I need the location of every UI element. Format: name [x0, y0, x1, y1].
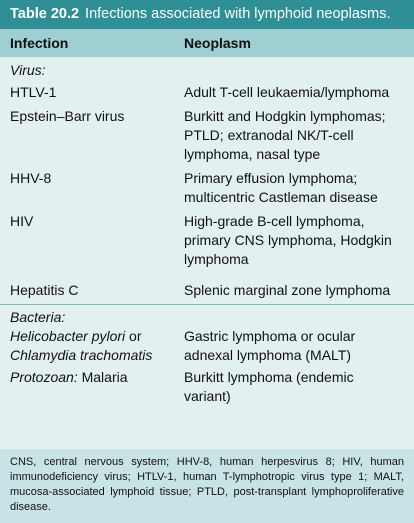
table-row: HHV-8 Primary effusion lymphoma; multice… — [0, 165, 414, 208]
infection-cell: Hepatitis C — [10, 282, 79, 298]
table-row: Hepatitis C Splenic marginal zone lympho… — [0, 277, 414, 304]
table-number: Table 20.2 — [10, 6, 80, 22]
neoplasm-cell: Primary effusion lymphoma; multicentric … — [184, 169, 406, 207]
section-row-virus: Virus: — [0, 57, 414, 79]
table-body: Virus: HTLV-1 Adult T-cell leukaemia/lym… — [0, 57, 414, 406]
neoplasm-line: lymphoma, nasal type — [184, 146, 321, 162]
infection-organism: Chlamydia trachomatis — [10, 347, 153, 363]
header-row: Infection Neoplasm — [0, 29, 414, 57]
infection-organism: Malaria — [77, 369, 128, 385]
neoplasm-line: Burkitt and Hodgkin lymphomas; — [184, 108, 386, 124]
neoplasm-cell: Adult T-cell leukaemia/lymphoma — [184, 84, 390, 100]
neoplasm-line: Primary effusion lymphoma; — [184, 170, 358, 186]
neoplasm-cell: High-grade B-cell lymphoma, primary CNS … — [184, 212, 406, 269]
infection-cell: Epstein–Barr virus — [10, 108, 125, 124]
row-divider — [0, 304, 414, 305]
neoplasm-cell: Burkitt and Hodgkin lymphomas; PTLD; ext… — [184, 107, 406, 164]
neoplasm-line: adnexal lymphoma (MALT) — [184, 347, 352, 363]
infection-cell: HHV-8 — [10, 170, 52, 186]
table-row: Protozoan: Malaria Burkitt lymphoma (end… — [0, 366, 414, 406]
neoplasm-line: variant) — [184, 388, 231, 404]
neoplasm-line: Burkitt lymphoma (endemic — [184, 369, 354, 385]
table-row: Helicobacter pylori or Chlamydia trachom… — [0, 326, 414, 366]
table-row: HTLV-1 Adult T-cell leukaemia/lymphoma — [0, 79, 414, 103]
neoplasm-line: Gastric lymphoma or ocular — [184, 328, 356, 344]
table-row: HIV High-grade B-cell lymphoma, primary … — [0, 208, 414, 277]
table-title: Table 20.2 Infections associated with lym… — [0, 0, 414, 29]
neoplasm-line: High-grade B-cell lymphoma, — [184, 213, 365, 229]
infection-cell: Protozoan: Malaria — [10, 368, 128, 387]
neoplasm-line: PTLD; extranodal NK/T-cell — [184, 127, 354, 143]
section-label-protozoan: Protozoan: — [10, 369, 78, 385]
neoplasm-cell: Gastric lymphoma or ocular adnexal lymph… — [184, 327, 406, 365]
neoplasm-line: lymphoma — [184, 251, 249, 267]
neoplasm-line: primary CNS lymphoma, Hodgkin — [184, 232, 392, 248]
infection-conjunction: or — [125, 328, 142, 344]
header-infection: Infection — [10, 35, 69, 51]
infection-cell: Helicobacter pylori or Chlamydia trachom… — [10, 327, 152, 365]
section-label-bacteria: Bacteria: — [10, 309, 66, 325]
neoplasm-line: multicentric Castleman disease — [184, 189, 378, 205]
table-footnote: CNS, central nervous system; HHV-8, huma… — [0, 449, 414, 523]
table-row: Epstein–Barr virus Burkitt and Hodgkin l… — [0, 103, 414, 165]
infection-cell: HTLV-1 — [10, 84, 57, 100]
neoplasm-cell: Splenic marginal zone lymphoma — [184, 282, 391, 298]
neoplasm-cell: Burkitt lymphoma (endemic variant) — [184, 368, 406, 406]
section-row-bacteria: Bacteria: — [0, 305, 414, 326]
header-neoplasm: Neoplasm — [184, 35, 251, 51]
section-label-virus: Virus: — [10, 62, 46, 78]
infection-cell: HIV — [10, 213, 34, 229]
infection-organism: Helicobacter pylori — [10, 328, 126, 344]
table-caption: Infections associated with lymphoid neop… — [85, 6, 391, 22]
